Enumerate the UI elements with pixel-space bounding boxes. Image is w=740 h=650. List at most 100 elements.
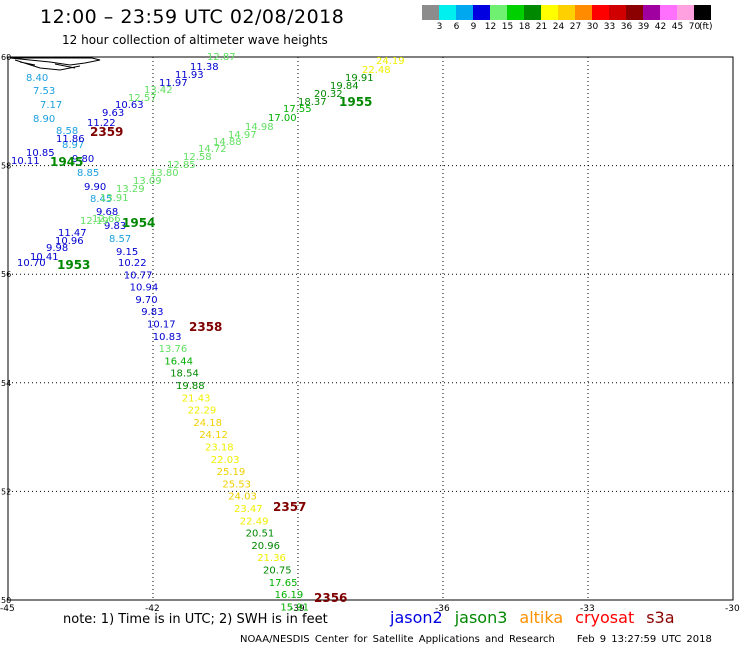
lon-tick-label: -42 (145, 604, 160, 614)
footer: NOAA/NESDIS Center for Satellite Applica… (240, 634, 734, 645)
swh-value: 9.98 (46, 243, 68, 254)
scale-label: 12 (484, 22, 497, 32)
swh-value: 7.17 (40, 100, 62, 111)
lon-tick-label: -36 (435, 604, 450, 614)
swh-value: 8.58 (56, 126, 78, 137)
swh-value: 15.91 (280, 602, 309, 613)
scale-swatch (626, 5, 643, 20)
swh-value: 17.55 (283, 104, 312, 115)
swh-value: 19.91 (345, 73, 374, 84)
scale-label: 36 (620, 22, 633, 32)
lat-tick-label: 56 (1, 270, 11, 279)
scale-swatch (592, 5, 609, 20)
swh-value: 10.63 (115, 100, 144, 111)
swh-value: 24.18 (193, 418, 222, 429)
swh-value: 12.58 (183, 152, 212, 163)
swh-value: 9.83 (104, 221, 126, 232)
scale-swatch (439, 5, 456, 20)
scale-swatch (575, 5, 592, 20)
swh-value: 11.38 (190, 62, 219, 73)
page-title: 12:00 – 23:59 UTC 02/08/2018 (40, 6, 345, 28)
scale-label: 30 (586, 22, 599, 32)
lat-tick-label: 54 (1, 379, 11, 388)
lon-tick-label: -45 (0, 604, 15, 614)
swh-value: 22.48 (362, 65, 391, 76)
swh-value: 21.36 (257, 553, 286, 564)
swh-value: 23.47 (234, 504, 263, 515)
swh-value: 10.94 (130, 283, 159, 294)
swh-value: 10.77 (124, 270, 153, 281)
scale-label: 33 (603, 22, 616, 32)
scale-swatch (473, 5, 490, 20)
scale-label: 45 (671, 22, 684, 32)
swh-value: 25.19 (217, 467, 246, 478)
swh-value: 13.76 (159, 344, 188, 355)
swh-value: 10.96 (55, 236, 84, 247)
note-text: note: 1) Time is in UTC; 2) SWH is in fe… (63, 612, 328, 627)
lon-tick-label: -33 (580, 604, 595, 614)
swh-value: 11.47 (58, 228, 87, 239)
satellite-jason2: jason2 (390, 608, 443, 627)
pass-time-label: 2356 (314, 591, 347, 605)
page-subtitle: 12 hour collection of altimeter wave hei… (62, 33, 328, 47)
satellite-s3a: s3a (646, 608, 675, 627)
satellite-jason3: jason3 (454, 608, 508, 627)
swh-value: 9.68 (96, 207, 118, 218)
map-frame (7, 56, 734, 601)
swh-value: 24.03 (228, 492, 257, 503)
scale-label: 21 (535, 22, 548, 32)
scale-label: 9 (470, 22, 477, 32)
swh-value: 22.29 (188, 406, 217, 417)
swh-value: 11.97 (159, 78, 188, 89)
lon-tick-label: -30 (725, 604, 740, 614)
lon-tick-label: -39 (290, 604, 305, 614)
scale-swatch (677, 5, 694, 20)
swh-value: 10.11 (11, 156, 40, 167)
swh-value: 13.91 (100, 193, 129, 204)
coastline (9, 57, 101, 71)
swh-value: 22.03 (211, 455, 240, 466)
swh-value: 20.51 (246, 529, 275, 540)
swh-value: 13.09 (133, 176, 162, 187)
swh-value: 8.90 (33, 114, 55, 125)
pass-time-label: 2357 (273, 500, 306, 514)
scale-swatch (541, 5, 558, 20)
scale-swatch (490, 5, 507, 20)
scale-swatch (694, 5, 711, 20)
swh-value: 10.22 (118, 258, 147, 269)
swh-value: 19.88 (176, 381, 205, 392)
satellite-altika: altika (519, 608, 564, 627)
swh-value: 18.37 (298, 97, 327, 108)
swh-value: 8.45 (90, 194, 112, 205)
scale-swatch (507, 5, 524, 20)
swh-value: 20.75 (263, 566, 292, 577)
swh-value: 12.85 (167, 160, 196, 171)
swh-value: 13.80 (150, 168, 179, 179)
swh-value: 12.66 (92, 214, 121, 225)
scale-label: 42 (654, 22, 667, 32)
swh-value: 17.65 (269, 578, 298, 589)
swh-value: 10.70 (17, 258, 46, 269)
lat-tick-label: 60 (1, 53, 11, 62)
swh-value: 9.15 (116, 247, 138, 258)
pass-time-label: 1953 (57, 258, 90, 272)
scale-label: 18 (518, 22, 531, 32)
swh-value: 13.42 (144, 85, 173, 96)
swh-value: 11.22 (87, 118, 116, 129)
pass-time-label: 2359 (90, 125, 123, 139)
swh-value: 10.83 (153, 332, 182, 343)
swh-value: 20.32 (314, 89, 343, 100)
footer-org: NOAA/NESDIS Center for Satellite Applica… (240, 634, 555, 645)
swh-value: 8.40 (26, 73, 48, 84)
swh-value: 11.86 (56, 134, 85, 145)
scale-swatch (456, 5, 473, 20)
swh-value: 16.44 (164, 356, 193, 367)
swh-value: 14.88 (213, 137, 242, 148)
swh-value: 11.93 (175, 70, 204, 81)
swh-value: 24.12 (199, 430, 228, 441)
scale-swatch (524, 5, 541, 20)
swh-value: 12.57 (128, 93, 157, 104)
swh-value: 12.19 (80, 216, 109, 227)
swh-value: 9.63 (102, 108, 124, 119)
